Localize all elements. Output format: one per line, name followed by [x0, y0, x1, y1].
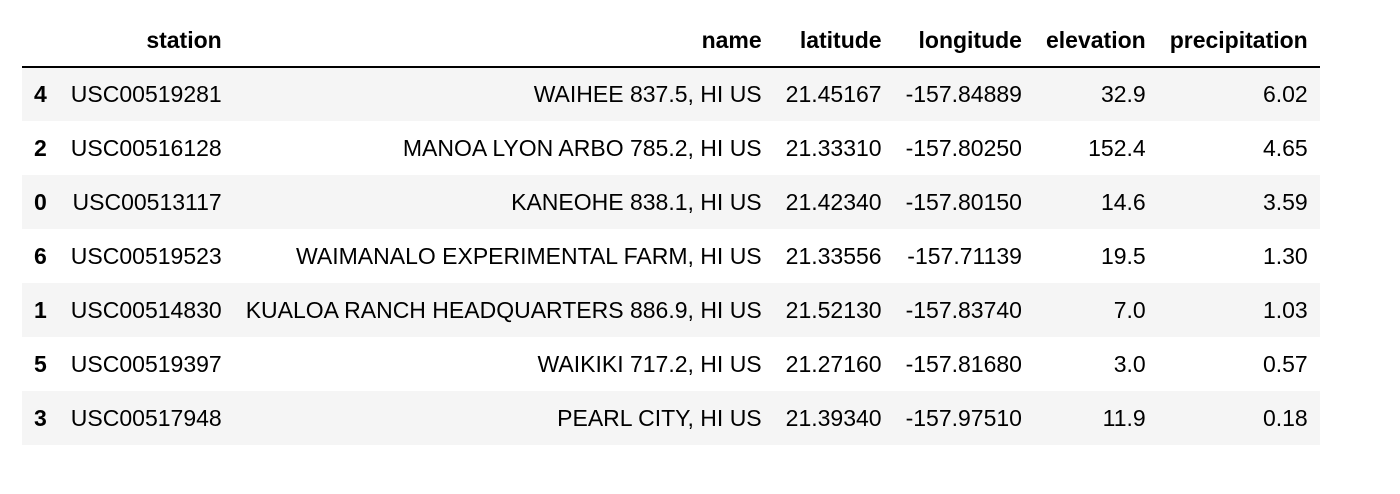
station-cell: USC00519397 [70, 350, 222, 377]
name-column-header: name [233, 14, 774, 68]
elevation-cell: 152.4 [1088, 134, 1146, 161]
elevation-cell: 32.9 [1100, 81, 1146, 107]
station-cell: USC00519281 [70, 81, 222, 107]
row-index: 6 [34, 242, 47, 269]
row-index: 4 [34, 81, 47, 107]
precipitation-cell: 0.57 [1262, 350, 1308, 377]
longitude-cell: -157.83740 [905, 296, 1022, 323]
precipitation-column-header: precipitation [1157, 14, 1320, 68]
station-cell: USC00517948 [70, 404, 222, 431]
station-cell: USC00513117 [72, 188, 222, 215]
latitude-cell: 21.33310 [785, 134, 882, 161]
latitude-cell: 21.39340 [785, 404, 882, 431]
station-cell: USC00519523 [70, 242, 222, 269]
precipitation-cell: 1.30 [1262, 242, 1308, 269]
longitude-cell: -157.71139 [907, 242, 1022, 269]
precipitation-cell: 0.18 [1262, 404, 1308, 431]
header-row: station name latitude longitude elevatio… [22, 14, 1320, 68]
table-row: 0 USC00513117 KANEOHE 838.1, HI US 21.42… [22, 175, 1320, 229]
row-index: 5 [34, 350, 47, 377]
longitude-cell: -157.80250 [905, 134, 1022, 161]
precipitation-cell: 1.03 [1262, 296, 1308, 323]
latitude-cell: 21.45167 [785, 81, 882, 107]
longitude-column-header: longitude [893, 14, 1034, 68]
dataframe-table: station name latitude longitude elevatio… [22, 14, 1320, 445]
longitude-cell: -157.84889 [905, 81, 1022, 107]
station-cell: USC00516128 [70, 134, 222, 161]
latitude-cell: 21.27160 [785, 350, 882, 377]
name-cell: KUALOA RANCH HEADQUARTERS 886.9, HI US [245, 296, 762, 323]
row-index: 0 [34, 188, 47, 215]
name-cell: WAIHEE 837.5, HI US [533, 81, 762, 107]
table-row: 4 USC00519281 WAIHEE 837.5, HI US 21.451… [22, 67, 1320, 121]
index-column-header [22, 14, 59, 68]
row-index: 1 [34, 296, 47, 323]
latitude-cell: 21.33556 [785, 242, 882, 269]
elevation-cell: 19.5 [1100, 242, 1146, 269]
station-column-header: station [58, 14, 234, 68]
station-cell: USC00514830 [70, 296, 222, 323]
elevation-cell: 7.0 [1113, 296, 1146, 323]
longitude-cell: -157.97510 [905, 404, 1022, 431]
name-cell: WAIKIKI 717.2, HI US [537, 350, 762, 377]
latitude-column-header: latitude [773, 14, 894, 68]
elevation-cell: 14.6 [1100, 188, 1146, 215]
table-row: 5 USC00519397 WAIKIKI 717.2, HI US 21.27… [22, 337, 1320, 391]
precipitation-cell: 4.65 [1262, 134, 1308, 161]
name-cell: PEARL CITY, HI US [557, 404, 762, 431]
precipitation-cell: 3.59 [1262, 188, 1308, 215]
table-row: 6 USC00519523 WAIMANALO EXPERIMENTAL FAR… [22, 229, 1320, 283]
latitude-cell: 21.42340 [785, 188, 882, 215]
latitude-cell: 21.52130 [785, 296, 882, 323]
precipitation-cell: 6.02 [1262, 81, 1308, 107]
row-index: 3 [34, 404, 47, 431]
longitude-cell: -157.81680 [905, 350, 1022, 377]
row-index: 2 [34, 134, 47, 161]
dataframe-output: station name latitude longitude elevatio… [22, 14, 1320, 445]
name-cell: WAIMANALO EXPERIMENTAL FARM, HI US [296, 242, 762, 269]
elevation-column-header: elevation [1033, 14, 1158, 68]
longitude-cell: -157.80150 [905, 188, 1022, 215]
table-body: 4 USC00519281 WAIHEE 837.5, HI US 21.451… [22, 67, 1320, 445]
table-row: 1 USC00514830 KUALOA RANCH HEADQUARTERS … [22, 283, 1320, 337]
name-cell: MANOA LYON ARBO 785.2, HI US [402, 134, 762, 161]
table-row: 2 USC00516128 MANOA LYON ARBO 785.2, HI … [22, 121, 1320, 175]
table-header: station name latitude longitude elevatio… [22, 14, 1320, 68]
elevation-cell: 11.9 [1102, 404, 1146, 431]
table-row: 3 USC00517948 PEARL CITY, HI US 21.39340… [22, 391, 1320, 445]
name-cell: KANEOHE 838.1, HI US [511, 188, 762, 215]
elevation-cell: 3.0 [1113, 350, 1146, 377]
